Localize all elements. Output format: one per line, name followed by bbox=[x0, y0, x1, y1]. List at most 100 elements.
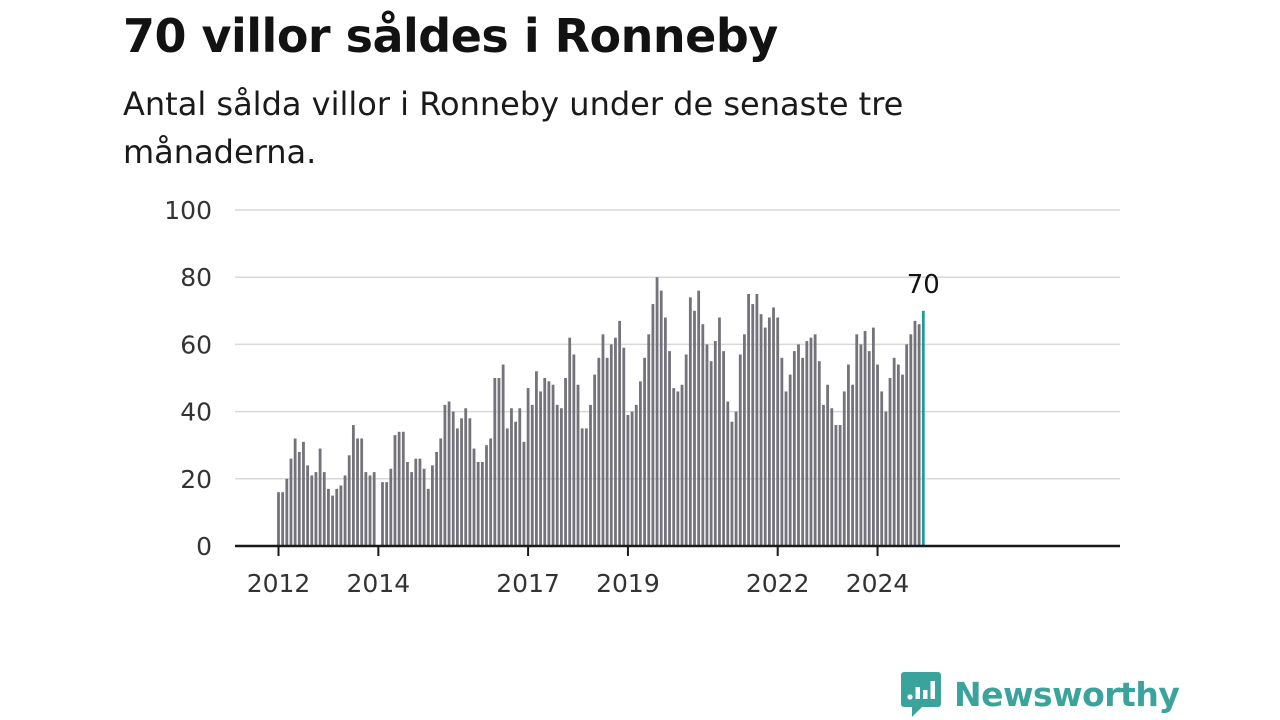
bar bbox=[331, 495, 334, 546]
x-tick-label: 2017 bbox=[496, 569, 560, 598]
bar bbox=[605, 357, 609, 546]
bar bbox=[759, 314, 763, 546]
bar bbox=[855, 334, 859, 546]
bar bbox=[593, 374, 597, 546]
bar bbox=[393, 435, 397, 546]
bar bbox=[372, 472, 376, 546]
y-tick-label: 0 bbox=[196, 532, 212, 561]
bar bbox=[647, 334, 651, 546]
bar bbox=[464, 408, 468, 546]
bar bbox=[701, 324, 705, 546]
bar bbox=[435, 451, 438, 546]
bar bbox=[780, 357, 784, 546]
bar bbox=[455, 428, 459, 546]
bar bbox=[751, 304, 755, 546]
bar bbox=[834, 425, 838, 546]
bar bbox=[847, 364, 850, 546]
bar bbox=[618, 320, 622, 546]
bar bbox=[639, 381, 642, 546]
bar bbox=[876, 364, 879, 546]
bar bbox=[884, 411, 888, 546]
brand-logo: Newsworthy bbox=[900, 668, 1180, 720]
bar bbox=[518, 408, 522, 546]
bar bbox=[522, 441, 526, 546]
bar bbox=[368, 475, 372, 546]
bar bbox=[809, 337, 813, 546]
bar bbox=[555, 404, 559, 546]
bar bbox=[281, 492, 285, 546]
bar bbox=[539, 391, 542, 546]
bar bbox=[526, 388, 530, 546]
bar bbox=[476, 462, 480, 546]
bar bbox=[655, 277, 659, 546]
highlight-value-label: 70 bbox=[907, 270, 940, 300]
bar bbox=[630, 411, 634, 546]
bar bbox=[318, 448, 322, 546]
bar bbox=[680, 384, 684, 546]
bar bbox=[822, 404, 825, 546]
bar bbox=[572, 354, 576, 546]
bar bbox=[734, 411, 738, 546]
bar bbox=[564, 378, 567, 546]
bar bbox=[422, 468, 426, 546]
bar bbox=[797, 344, 800, 546]
bar bbox=[718, 317, 721, 546]
chart-title: 70 villor såldes i Ronneby bbox=[123, 9, 778, 63]
y-tick-label: 20 bbox=[180, 465, 212, 494]
bar bbox=[431, 465, 434, 546]
bar bbox=[356, 438, 359, 546]
bar bbox=[568, 337, 572, 546]
bar bbox=[339, 485, 343, 546]
bar bbox=[547, 381, 551, 546]
bar bbox=[597, 357, 601, 546]
bar bbox=[418, 458, 422, 546]
bar bbox=[322, 472, 326, 546]
bar bbox=[584, 428, 588, 546]
bar bbox=[651, 304, 655, 546]
bar bbox=[663, 317, 667, 546]
bar bbox=[643, 357, 646, 546]
bar bbox=[589, 404, 592, 546]
bar bbox=[576, 384, 580, 546]
bar bbox=[888, 378, 892, 546]
bar bbox=[901, 374, 904, 546]
bar bbox=[289, 458, 293, 546]
bar bbox=[489, 438, 493, 546]
bar bbox=[460, 418, 463, 546]
x-tick-label: 2012 bbox=[247, 569, 311, 598]
bar bbox=[838, 425, 842, 546]
bar bbox=[672, 388, 676, 546]
bar bbox=[913, 320, 917, 546]
bar bbox=[293, 438, 297, 546]
bar bbox=[480, 462, 484, 546]
bar bbox=[543, 378, 547, 546]
bar bbox=[705, 344, 709, 546]
bar bbox=[426, 488, 430, 546]
bar bbox=[601, 334, 605, 546]
bar bbox=[335, 488, 339, 546]
bar bbox=[472, 448, 476, 546]
bar bbox=[439, 438, 443, 546]
bar bbox=[493, 378, 497, 546]
bar bbox=[351, 425, 355, 546]
bar bbox=[747, 294, 750, 546]
bar bbox=[451, 411, 455, 546]
bar bbox=[327, 488, 330, 546]
bar bbox=[863, 330, 867, 546]
bar bbox=[763, 327, 767, 546]
bar bbox=[310, 475, 314, 546]
bar bbox=[726, 401, 730, 546]
bar bbox=[501, 364, 505, 546]
bar bbox=[693, 310, 696, 546]
brand-name: Newsworthy bbox=[954, 674, 1180, 714]
bar bbox=[285, 478, 289, 546]
bar bbox=[755, 294, 759, 546]
bar bbox=[730, 421, 734, 546]
bar bbox=[530, 404, 534, 546]
bar bbox=[580, 428, 584, 546]
bar bbox=[401, 431, 405, 546]
bar bbox=[697, 290, 701, 546]
bar bbox=[634, 404, 638, 546]
bar bbox=[905, 344, 909, 546]
newsworthy-logo-icon bbox=[901, 672, 941, 717]
